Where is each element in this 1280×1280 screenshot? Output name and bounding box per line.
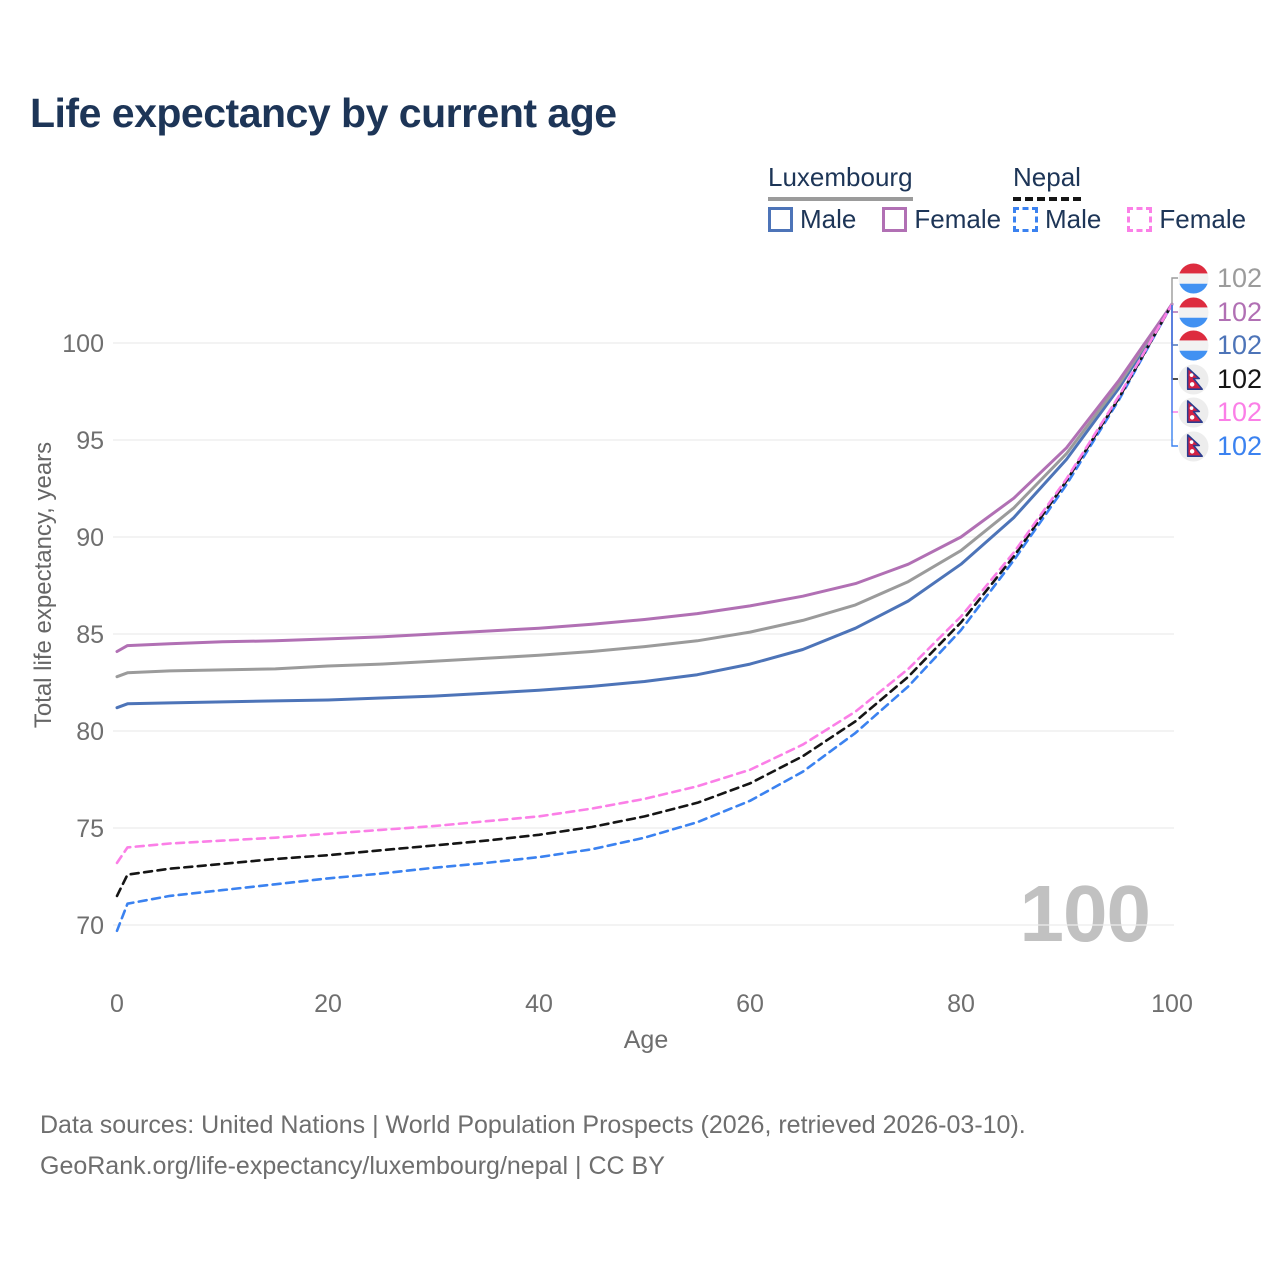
legend-group-nepal[interactable]: Nepal <box>1013 162 1081 201</box>
luxembourg-flag-icon <box>1178 263 1209 294</box>
series-line-luxembourg-both[interactable] <box>115 302 1174 679</box>
end-label-nepal-both: 102 <box>1178 363 1262 396</box>
x-tick-label-100: 100 <box>1151 990 1193 1018</box>
end-label-luxembourg-male: 102 <box>1178 329 1262 362</box>
luxembourg-male-swatch-icon[interactable] <box>768 207 793 232</box>
y-tick-label-100: 100 <box>62 330 104 358</box>
legend-group-luxembourg[interactable]: Luxembourg <box>768 162 913 201</box>
leader-line-luxembourg-both <box>1171 277 1178 305</box>
luxembourg-flag-icon <box>1178 330 1209 361</box>
x-tick-label-60: 60 <box>736 990 764 1018</box>
series-line-nepal-female[interactable] <box>115 302 1174 865</box>
nepal-flag-icon <box>1178 431 1209 462</box>
legend-item-label: Female <box>1159 204 1247 234</box>
end-label-nepal-male: 102 <box>1178 430 1262 463</box>
y-tick-label-75: 75 <box>76 815 104 843</box>
y-tick-label-90: 90 <box>76 524 104 552</box>
legend-item-luxembourg-male[interactable]: Male <box>768 204 856 235</box>
end-value: 102 <box>1217 263 1263 293</box>
leader-line-nepal-male <box>1171 305 1178 447</box>
nepal-male-swatch-icon[interactable] <box>1013 207 1038 232</box>
series-line-luxembourg-female[interactable] <box>115 302 1174 653</box>
legend-items-luxembourg: Male Female <box>768 204 1027 235</box>
series-line-luxembourg-male[interactable] <box>115 302 1174 710</box>
y-tick-label-85: 85 <box>76 621 104 649</box>
x-tick-label-40: 40 <box>525 990 553 1018</box>
x-tick-label-0: 0 <box>110 990 124 1018</box>
page-title: Life expectancy by current age <box>30 90 617 136</box>
nepal-female-swatch-icon[interactable] <box>1127 207 1153 232</box>
x-axis-title: Age <box>623 1026 669 1054</box>
legend-items-nepal: Male Female <box>1013 204 1272 235</box>
footer-url: GeoRank.org/life-expectancy/luxembourg/n… <box>40 1152 665 1180</box>
legend-item-label: Male <box>800 204 857 234</box>
y-tick-label-95: 95 <box>76 427 104 455</box>
end-value: 102 <box>1217 397 1263 427</box>
luxembourg-flag-icon <box>1178 297 1209 328</box>
y-tick-label-70: 70 <box>76 912 104 940</box>
end-label-nepal-female: 102 <box>1178 396 1262 429</box>
nepal-flag-icon <box>1178 364 1209 395</box>
footer-sources: Data sources: United Nations | World Pop… <box>40 1111 1026 1139</box>
end-value: 102 <box>1217 431 1263 461</box>
luxembourg-female-swatch-icon[interactable] <box>882 207 908 232</box>
legend-item-nepal-female[interactable]: Female <box>1127 204 1246 235</box>
legend-item-nepal-male[interactable]: Male <box>1013 204 1101 235</box>
age-watermark: 100 <box>1019 869 1151 958</box>
x-tick-label-20: 20 <box>314 990 342 1018</box>
end-value: 102 <box>1217 297 1263 327</box>
nepal-flag-icon <box>1178 397 1209 428</box>
x-tick-label-80: 80 <box>947 990 975 1018</box>
legend-group-luxembourg-label[interactable]: Luxembourg <box>768 162 913 201</box>
legend-group-nepal-label[interactable]: Nepal <box>1013 162 1081 201</box>
legend-item-label: Female <box>914 204 1002 234</box>
legend-item-luxembourg-female[interactable]: Female <box>882 204 1001 235</box>
end-value: 102 <box>1217 364 1263 394</box>
end-label-luxembourg-both: 102 <box>1178 262 1262 295</box>
end-label-luxembourg-female: 102 <box>1178 296 1262 329</box>
legend-item-label: Male <box>1045 204 1102 234</box>
series-line-nepal-both[interactable] <box>115 302 1174 898</box>
series-line-nepal-male[interactable] <box>115 302 1174 933</box>
y-tick-label-80: 80 <box>76 718 104 746</box>
footer: Data sources: United Nations | World Pop… <box>40 1105 1026 1187</box>
end-value: 102 <box>1217 330 1263 360</box>
